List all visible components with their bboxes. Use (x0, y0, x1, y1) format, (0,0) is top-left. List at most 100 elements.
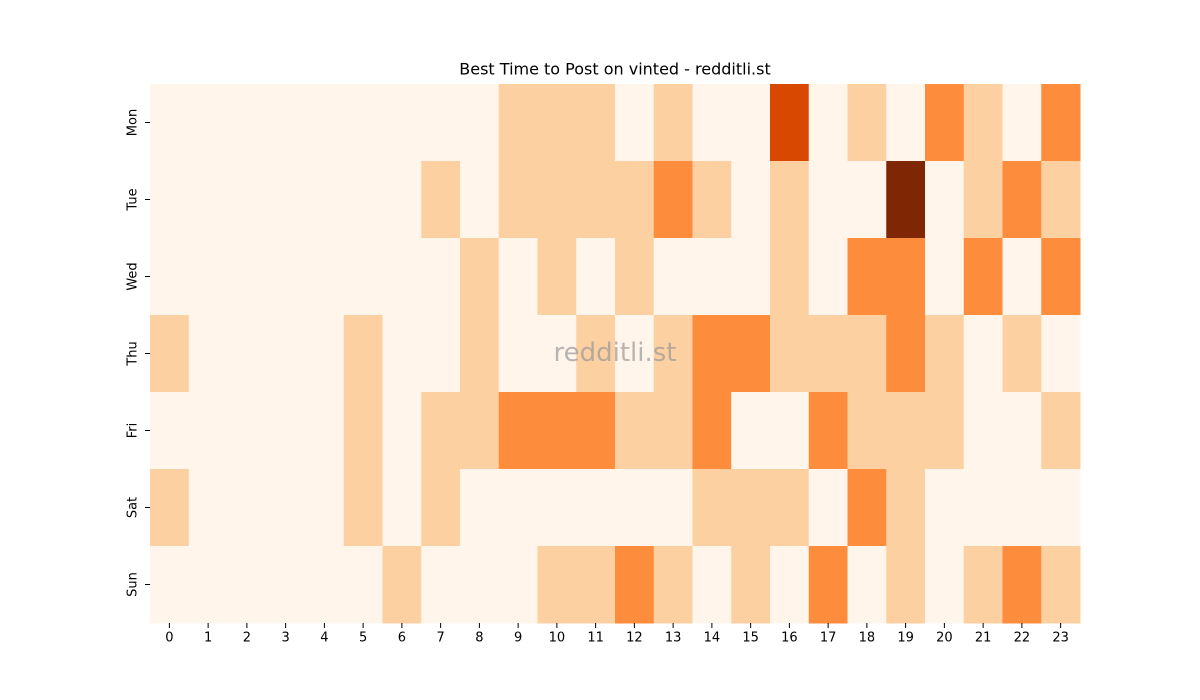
heat-cell (808, 315, 848, 393)
x-tick-label: 23 (1052, 631, 1069, 646)
heat-cell (460, 546, 500, 624)
x-tick-label: 22 (1014, 631, 1031, 646)
x-tick-label: 20 (936, 631, 953, 646)
heat-cell (653, 392, 693, 470)
heat-cell (770, 238, 810, 316)
heat-cell (266, 315, 306, 393)
x-tick-label: 14 (704, 631, 721, 646)
heat-cell (1002, 84, 1042, 162)
heat-cell (227, 315, 267, 393)
heat-cell (576, 392, 616, 470)
heat-cell (188, 469, 228, 547)
heat-cell (731, 392, 771, 470)
heat-cell (537, 238, 577, 316)
chart-title: Best Time to Post on vinted - redditli.s… (459, 60, 770, 79)
heat-cell (808, 392, 848, 470)
heat-cell (227, 546, 267, 624)
heat-cell (188, 161, 228, 239)
heat-cell (770, 84, 810, 162)
heat-cell (537, 315, 577, 393)
heat-cell (770, 161, 810, 239)
x-tick-label: 16 (781, 631, 798, 646)
heat-cell (150, 84, 190, 162)
heat-cell (343, 238, 383, 316)
y-tick-label: Tue (126, 188, 141, 211)
y-tick-label: Sun (126, 572, 141, 597)
heat-cell (150, 238, 190, 316)
heat-cell (537, 161, 577, 239)
heat-cell (343, 161, 383, 239)
heat-cell (266, 84, 306, 162)
heat-cell (1041, 546, 1081, 624)
watermark: redditli.st (554, 338, 677, 368)
y-tick-label: Thu (126, 341, 141, 366)
heat-cell (460, 392, 500, 470)
heat-cell (770, 546, 810, 624)
heat-cell (266, 392, 306, 470)
heat-cell (305, 469, 345, 547)
heat-cell (731, 238, 771, 316)
heat-cell (460, 161, 500, 239)
heat-cell (886, 392, 926, 470)
heat-cell (615, 546, 655, 624)
heat-cell (925, 469, 965, 547)
heat-cell (653, 469, 693, 547)
heat-cell (1041, 238, 1081, 316)
heat-cell (460, 469, 500, 547)
heat-cell (847, 392, 887, 470)
heat-cell (421, 84, 461, 162)
heat-cell (692, 469, 732, 547)
heat-cell (343, 546, 383, 624)
heat-cell (692, 546, 732, 624)
heat-cell (266, 161, 306, 239)
heat-cell (1002, 238, 1042, 316)
heat-cell (615, 84, 655, 162)
heat-cell (1041, 315, 1081, 393)
x-tick-label: 2 (243, 631, 251, 646)
heat-cell (305, 161, 345, 239)
heat-cell (886, 546, 926, 624)
x-tick-label: 6 (398, 631, 406, 646)
heat-cell (150, 161, 190, 239)
heat-cell (576, 469, 616, 547)
x-tick-label: 4 (320, 631, 328, 646)
x-tick-label: 13 (665, 631, 682, 646)
heat-cell (498, 315, 538, 393)
heat-cell (692, 392, 732, 470)
heat-cell (925, 238, 965, 316)
heat-cell (731, 546, 771, 624)
heat-cell (382, 469, 422, 547)
heat-cell (576, 315, 616, 393)
heat-cell (886, 238, 926, 316)
x-tick-label: 19 (897, 631, 914, 646)
heat-cell (615, 469, 655, 547)
heat-cell (770, 469, 810, 547)
heat-cell (343, 315, 383, 393)
heat-cell (498, 238, 538, 316)
heat-cell (576, 238, 616, 316)
heat-cell (963, 161, 1003, 239)
heat-cell (925, 392, 965, 470)
heat-cell (537, 392, 577, 470)
heat-cell (266, 546, 306, 624)
heat-cell (266, 469, 306, 547)
heat-cell (653, 238, 693, 316)
heat-cell (847, 161, 887, 239)
heat-cell (692, 161, 732, 239)
heat-cell (692, 315, 732, 393)
heat-cell (653, 546, 693, 624)
heat-cell (808, 546, 848, 624)
heat-cell (305, 84, 345, 162)
heat-cell (847, 84, 887, 162)
heat-cell (576, 84, 616, 162)
heat-cell (731, 315, 771, 393)
heat-cell (188, 546, 228, 624)
heat-cell (886, 315, 926, 393)
heat-cell (1041, 84, 1081, 162)
heat-cell (227, 469, 267, 547)
heat-cell (576, 161, 616, 239)
heat-cell (886, 161, 926, 239)
heat-cell (343, 469, 383, 547)
heat-cell (847, 469, 887, 547)
